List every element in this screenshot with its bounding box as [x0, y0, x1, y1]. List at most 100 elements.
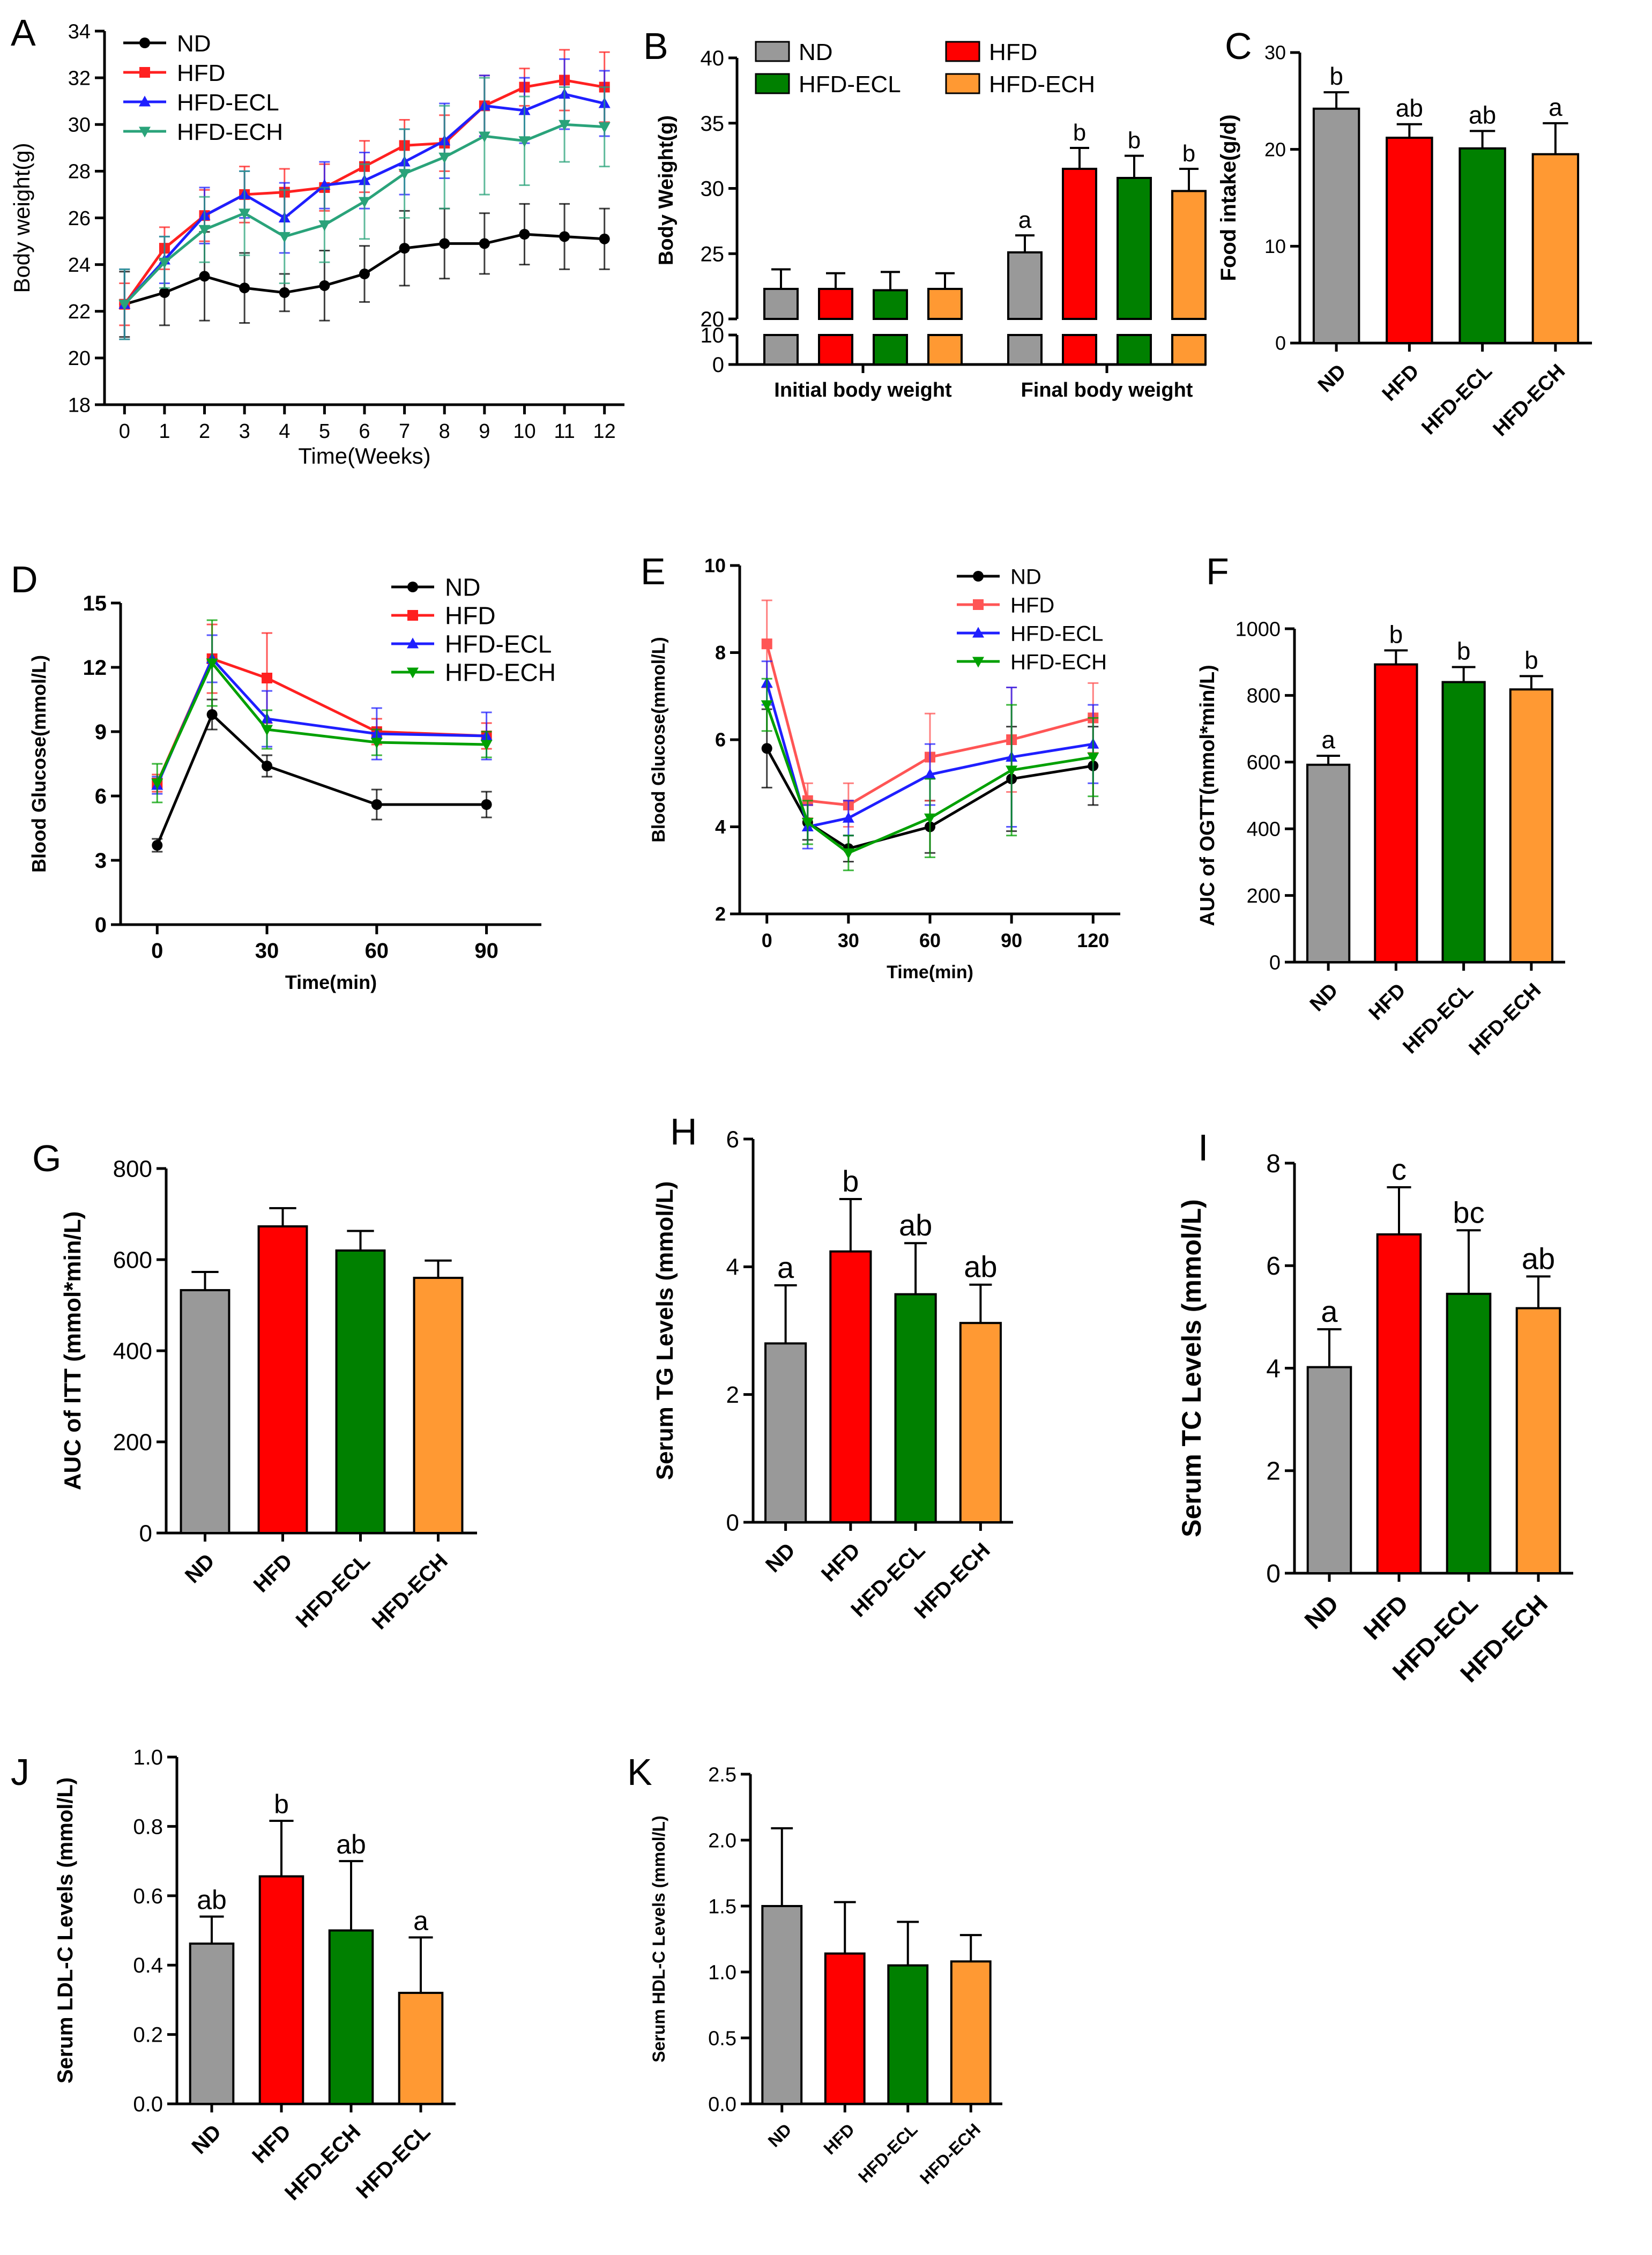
significance-letter: c: [1391, 1152, 1407, 1186]
data-point: [118, 300, 131, 311]
legend-label: HFD: [989, 39, 1037, 65]
significance-letter: b: [1457, 637, 1471, 665]
legend-label: HFD-ECL: [177, 90, 279, 116]
x-axis-label: Time(min): [285, 971, 377, 993]
legend-label: HFD-ECL: [445, 630, 552, 658]
y-tick-label: 3: [95, 849, 107, 873]
legend-marker: [973, 571, 984, 582]
x-tick-label: 30: [255, 939, 279, 963]
y-tick-label: 30: [701, 177, 725, 201]
data-point: [559, 120, 571, 131]
panel-label: D: [11, 559, 38, 600]
data-point: [199, 271, 210, 282]
x-axis-label: Time(min): [887, 962, 973, 983]
y-tick-label: 1.0: [133, 1746, 163, 1769]
panel-label: E: [641, 550, 666, 592]
x-tick-label: 10: [513, 420, 535, 443]
bar-ND: [1312, 107, 1360, 345]
data-point: [478, 131, 490, 143]
y-tick-label: 20: [68, 347, 91, 370]
bar-HFD: [818, 287, 853, 320]
significance-letter: a: [777, 1251, 794, 1284]
data-point: [399, 243, 410, 254]
data-point: [370, 738, 383, 749]
data-point: [206, 658, 218, 669]
legend-marker: [139, 95, 151, 107]
significance-letter: b: [1073, 120, 1086, 146]
y-tick-label: 400: [113, 1338, 152, 1364]
data-point: [262, 673, 273, 683]
y-axis-label: Serum LDL-C Levels (mmol/L): [54, 1777, 77, 2083]
bar-ND: [763, 287, 799, 320]
x-tick-label: 0: [762, 929, 772, 951]
x-tick-label: 6: [359, 420, 370, 443]
data-point: [198, 225, 211, 236]
x-tick-label: 3: [239, 420, 250, 443]
x-tick-label: 8: [439, 420, 450, 443]
data-point: [1006, 765, 1018, 777]
bar-HFD-ECL: [1458, 147, 1506, 344]
legend-label: HFD-ECH: [177, 119, 283, 145]
y-axis-label: Blood Glucose(mmol/L): [28, 655, 50, 873]
y-tick-label: 0: [139, 1520, 152, 1546]
y-tick-label: 0: [712, 353, 724, 377]
data-point: [206, 709, 218, 720]
significance-letter: b: [1329, 62, 1343, 90]
legend-label: HFD-ECH: [1010, 650, 1107, 674]
significance-letter: b: [842, 1164, 859, 1198]
x-tick-label: 12: [593, 420, 616, 443]
y-tick-label: 30: [68, 114, 91, 137]
category-label: HFD-ECH: [916, 2119, 984, 2187]
bar-HFD-ECH: [927, 287, 963, 320]
legend-marker: [407, 582, 418, 592]
bar-HFD-ECL: [894, 1293, 937, 1523]
significance-letter: a: [413, 1906, 428, 1936]
data-point: [398, 169, 411, 180]
data-point: [261, 725, 273, 736]
legend-marker: [139, 38, 150, 48]
legend-label: HFD-ECH: [445, 659, 556, 687]
y-tick-label: 0: [1266, 1560, 1281, 1588]
y-tick-label: 2: [715, 903, 726, 925]
bar-ND-lower: [1007, 334, 1043, 366]
y-axis-label: Serum HDL-C Levels (mmol/L): [649, 1815, 668, 2063]
data-point: [371, 799, 382, 810]
category-label: HFD: [1358, 1589, 1413, 1645]
y-tick-label: 1.0: [708, 1961, 736, 1984]
legend-marker: [139, 67, 150, 78]
category-label: HFD-ECH: [367, 1549, 452, 1634]
bar-HFD: [1376, 1233, 1422, 1574]
category-label: HFD: [817, 1538, 865, 1586]
panel-B: 20 25 30 35 40 0 10 Initial body weight a b b b Fina…: [643, 25, 1207, 401]
y-tick-label: 12: [83, 656, 107, 680]
data-point: [318, 220, 331, 232]
bar-HFD-ECH: [1515, 1307, 1561, 1574]
category-label: ND: [1299, 1589, 1344, 1634]
y-tick-label: 0.4: [133, 1954, 163, 1977]
y-axis-label: Body Weight(g): [655, 115, 678, 265]
category-label: Final body weight: [1021, 379, 1193, 401]
panel-label: A: [11, 12, 36, 54]
data-point: [278, 232, 291, 243]
y-tick-label: 800: [1247, 685, 1281, 708]
category-label: HFD: [1378, 360, 1424, 406]
bar-ND: [189, 1943, 235, 2105]
y-tick-label: 0: [1269, 951, 1281, 974]
y-axis-label: Body weight(g): [9, 143, 34, 293]
bar-HFD-ECL: [335, 1249, 386, 1534]
category-label: ND: [761, 1538, 800, 1577]
x-tick-label: 120: [1077, 929, 1109, 951]
category-label: HFD: [820, 2119, 858, 2158]
bar-ND: [764, 1342, 807, 1523]
y-axis-label: Serum TG Levels (mmol/L): [652, 1181, 678, 1480]
significance-letter: a: [1018, 207, 1032, 233]
x-tick-label: 60: [365, 939, 389, 963]
panel-D: 0 3 6 9 12 15 0 30 60 90 Time(min) Blood Glucose(mm…: [11, 559, 556, 993]
significance-letter: bc: [1453, 1195, 1484, 1229]
panel-label: I: [1198, 1127, 1208, 1169]
legend-marker: [407, 637, 419, 649]
